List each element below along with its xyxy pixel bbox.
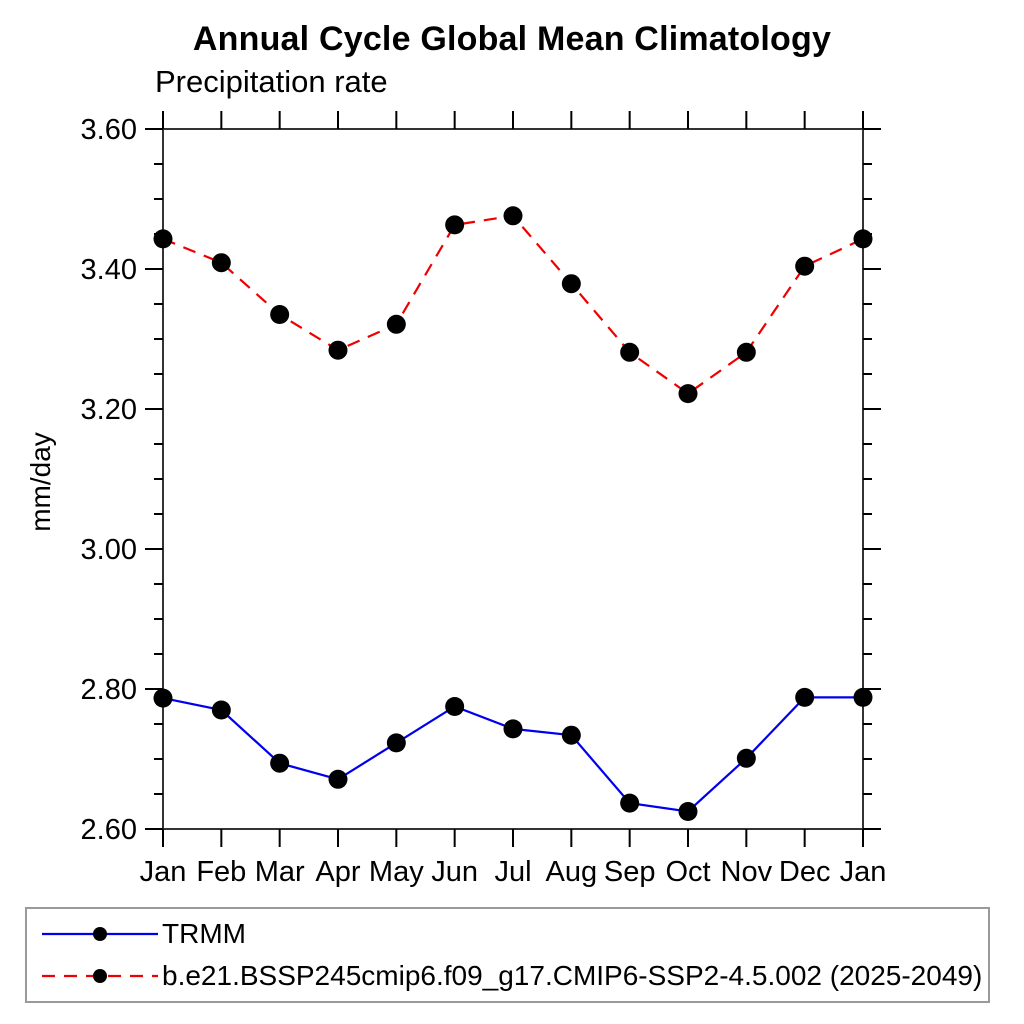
data-point-marker — [795, 687, 815, 707]
data-point-marker — [386, 314, 406, 334]
y-axis-ticks — [145, 128, 881, 830]
x-tick-label: Nov — [721, 856, 773, 888]
legend-entry-model: b.e21.BSSP245cmip6.f09_g17.CMIP6-SSP2-4.… — [40, 955, 988, 997]
data-point-marker — [736, 748, 756, 768]
data-point-marker — [445, 697, 465, 716]
x-tick-label: Jul — [494, 856, 531, 888]
chart-subtitle: Precipitation rate — [155, 64, 388, 99]
x-tick-label: Oct — [665, 856, 710, 888]
x-tick-label: May — [369, 856, 424, 888]
y-tick-label: 2.80 — [81, 674, 137, 706]
data-point-marker — [503, 719, 523, 739]
data-point-marker — [153, 229, 173, 249]
data-point-marker — [678, 802, 698, 821]
y-tick-label: 3.40 — [81, 254, 137, 286]
data-point-marker — [503, 206, 523, 226]
data-point-marker — [620, 342, 640, 362]
y-tick-label: 3.20 — [81, 394, 137, 426]
x-tick-label: Aug — [546, 856, 598, 888]
data-point-marker — [153, 688, 173, 708]
data-point-marker — [678, 384, 698, 404]
model-marker-icon — [93, 969, 107, 983]
legend-entry-trmm: TRMM — [40, 913, 988, 955]
series-line-model — [162, 214, 864, 395]
data-point-marker — [853, 229, 873, 249]
x-tick-label: Sep — [604, 856, 656, 888]
x-axis-ticks — [162, 111, 864, 847]
y-tick-label: 3.00 — [81, 534, 137, 566]
data-series — [153, 206, 873, 821]
x-tick-label: Apr — [315, 856, 360, 888]
legend-label-trmm: TRMM — [162, 918, 246, 949]
data-point-marker — [561, 725, 581, 745]
x-tick-label: Dec — [779, 856, 831, 888]
data-point-marker — [270, 305, 290, 324]
trmm-marker-icon — [93, 927, 107, 941]
data-point-marker — [853, 687, 873, 707]
data-point-marker — [211, 700, 231, 720]
data-point-marker — [736, 342, 756, 362]
x-tick-label: Jan — [140, 856, 187, 888]
data-point-marker — [445, 215, 465, 235]
legend-box: TRMM b.e21.BSSP245cmip6.f09_g17.CMIP6-SS… — [25, 907, 990, 1003]
y-tick-label: 2.60 — [81, 814, 137, 846]
x-tick-label: Feb — [196, 856, 246, 888]
y-axis-tick-labels: 2.60 2.80 3.00 3.20 3.40 3.60 — [81, 114, 137, 846]
legend-label-model: b.e21.BSSP245cmip6.f09_g17.CMIP6-SSP2-4.… — [162, 960, 983, 991]
data-point-marker — [386, 733, 406, 753]
x-tick-label: Jun — [431, 856, 478, 888]
page-title: Annual Cycle Global Mean Climatology — [192, 20, 832, 58]
data-point-marker — [328, 340, 348, 360]
x-axis-month-labels: Jan Feb Mar Apr May Jun Jul Aug Sep Oct Nov Dec Jan — [140, 856, 887, 888]
data-point-marker — [328, 769, 348, 789]
data-point-marker — [561, 274, 581, 294]
model-line-sample — [42, 969, 158, 983]
data-point-marker — [795, 256, 815, 276]
series-line-trmm — [162, 696, 863, 813]
trmm-line-sample — [42, 927, 158, 941]
x-tick-label: Mar — [255, 856, 305, 888]
y-tick-label: 3.60 — [81, 114, 137, 146]
data-point-marker — [270, 753, 290, 773]
x-tick-label: Jan — [840, 856, 887, 888]
data-point-marker — [620, 793, 640, 813]
data-point-marker — [211, 253, 231, 273]
